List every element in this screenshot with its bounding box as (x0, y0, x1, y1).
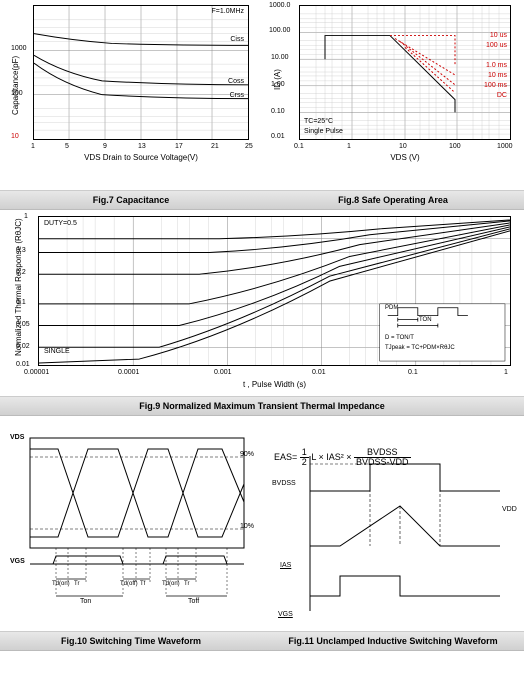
fig11-diagram: EAS= 1 2 L × IAS² × BVDSS BVDSS-VDD (270, 446, 516, 645)
fig7-crss-label: Crss (230, 92, 244, 99)
fig11-formula: EAS= 1 2 L × IAS² × BVDSS BVDSS-VDD (274, 448, 411, 467)
fig7-xlabel: VDS Drain to Source Voltage(V) (33, 153, 249, 162)
fig8-caption: Fig.8 Safe Operating Area (262, 190, 524, 210)
fig8-ylabel: ID (A) (273, 69, 282, 90)
fig7-coss-label: Coss (228, 78, 244, 85)
fig11-panel: EAS= 1 2 L × IAS² × BVDSS BVDSS-VDD (262, 416, 524, 631)
fig9-single: SINGLE (44, 348, 70, 355)
fig8-panel: 10 us 100 us 1.0 ms 10 ms 100 ms DC TC=2… (262, 0, 524, 190)
fig9-xlabel: t , Pulse Width (s) (38, 380, 511, 389)
fig7-ylabel: Capacitance(pF) (11, 56, 20, 115)
fig9-duty: DUTY=0.5 (44, 220, 77, 227)
fig9-caption: Fig.9 Normalized Maximum Transient Therm… (0, 396, 524, 416)
fig7-panel: F=1.0MHz Ciss Coss Crss 10 100 1000 1 5 … (0, 0, 262, 190)
fig10-caption: Fig.10 Switching Time Waveform (0, 631, 262, 651)
fig7-caption: Fig.7 Capacitance (0, 190, 262, 210)
fig7-ciss-label: Ciss (230, 36, 244, 43)
fig9-panel: DUTY=0.5 SINGLE PDM TON D = TON/T TJpeak… (0, 210, 524, 396)
fig10-panel: VDS VGS 90% 10% Td(on) Tr Td(off) Tf Td(… (0, 416, 262, 631)
fig7-chart: F=1.0MHz Ciss Coss Crss (33, 5, 249, 140)
fig8-chart: 10 us 100 us 1.0 ms 10 ms 100 ms DC TC=2… (299, 5, 511, 140)
fig7-cond: F=1.0MHz (212, 8, 244, 15)
fig9-chart: DUTY=0.5 SINGLE PDM TON D = TON/T TJpeak… (38, 216, 511, 366)
fig10-diagram: VDS VGS 90% 10% Td(on) Tr Td(off) Tf Td(… (8, 424, 254, 623)
fig8-xlabel: VDS (V) (299, 153, 511, 162)
fig9-ylabel: Normalized Thermal Response (RθJC) (14, 218, 23, 356)
